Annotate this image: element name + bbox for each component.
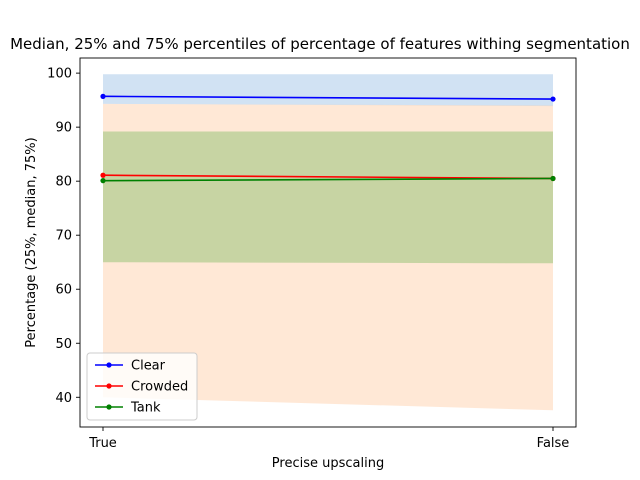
legend-label-crowded: Crowded [131,380,188,395]
chart-title: Median, 25% and 75% percentiles of perce… [10,35,630,53]
y-axis: 40 50 60 70 80 90 100 [47,67,80,406]
y-tick-label: 60 [55,283,72,298]
legend-label-tank: Tank [130,401,161,416]
band-clear [103,74,553,107]
point-clear-1 [550,96,556,102]
x-tick-label: False [537,436,570,451]
legend-label-clear: Clear [131,359,166,374]
x-axis: True False [88,427,569,451]
point-tank-1 [550,175,556,182]
x-tick-label: True [88,436,117,451]
line-clear [102,95,554,100]
y-tick-label: 90 [55,121,72,136]
legend-marker-crowded [106,383,112,389]
x-axis-label: Precise upscaling [272,456,384,471]
point-clear-0 [100,93,106,99]
line-crowded [102,174,554,180]
y-tick-label: 40 [55,391,72,406]
median-lines [100,93,556,184]
y-tick-label: 70 [55,229,72,244]
point-crowded-0 [100,172,106,178]
y-tick-label: 50 [55,337,72,352]
legend-marker-tank [106,404,112,410]
legend: Clear Crowded Tank [86,352,198,421]
legend-marker-clear [106,362,112,368]
point-tank-0 [100,178,106,184]
y-tick-label: 80 [55,175,72,190]
legend-box [86,352,198,421]
y-tick-label: 100 [47,67,72,82]
plot-frame [79,57,577,428]
y-axis-label: Percentage (25%, median, 75%) [24,137,39,347]
line-tank [102,177,554,182]
band-tank [103,131,553,264]
